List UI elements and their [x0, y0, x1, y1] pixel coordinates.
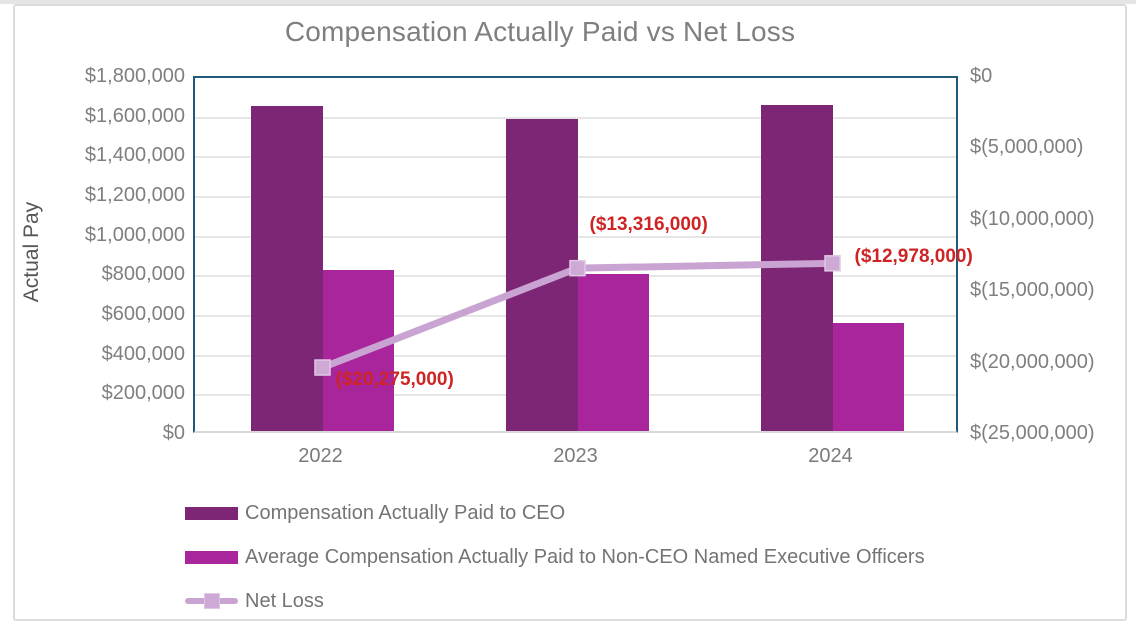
legend-label: Average Compensation Actually Paid to No… — [245, 545, 925, 568]
left-axis-tick-label: $1,200,000 — [84, 184, 185, 206]
net-loss-data-label-2024: ($12,978,000) — [854, 246, 973, 268]
right-axis-tick-label: $(20,000,000) — [970, 350, 1095, 373]
left-axis-tick-label: $0 — [162, 422, 185, 444]
left-axis-tick-label: $1,800,000 — [84, 65, 185, 87]
left-axis-tick-label: $1,400,000 — [84, 144, 185, 167]
legend-item: Average Compensation Actually Paid to No… — [185, 546, 925, 568]
left-axis-tick-label: $200,000 — [101, 382, 185, 405]
window-edge — [0, 0, 1136, 4]
legend-line-marker — [204, 593, 220, 609]
net-loss-line — [314, 255, 841, 376]
left-axis-tick-label: $1,000,000 — [84, 223, 185, 246]
right-axis-tick-label: $(15,000,000) — [970, 279, 1095, 302]
right-axis-tick-label: $(5,000,000) — [970, 136, 1084, 159]
legend-swatch-bar — [185, 550, 238, 564]
bar-non-ceo-2024 — [832, 322, 904, 431]
legend-label: Compensation Actually Paid to CEO — [245, 501, 566, 524]
left-axis-tick-label: $600,000 — [101, 303, 185, 325]
left-axis-tick-label: $800,000 — [101, 263, 185, 286]
chart-title: Compensation Actually Paid vs Net Loss — [284, 16, 796, 47]
net-loss-marker-2022 — [314, 359, 331, 376]
net-loss-marker-2024 — [824, 255, 841, 272]
net-loss-data-label-2023: ($13,316,000) — [589, 214, 708, 236]
x-axis-tick-label: 2023 — [553, 445, 598, 467]
legend-item: Compensation Actually Paid to CEO — [185, 502, 565, 524]
legend-swatch-bar — [185, 506, 238, 520]
gridline — [195, 116, 956, 119]
left-axis-tick-label: $400,000 — [101, 342, 185, 365]
right-axis-tick-label: $(25,000,000) — [970, 422, 1095, 444]
plot-area — [193, 76, 958, 433]
legend-label: Net Loss — [245, 589, 324, 612]
left-axis-tick-label: $1,600,000 — [84, 104, 185, 127]
legend-swatch-line — [185, 593, 238, 609]
x-axis-tick-label: 2024 — [808, 445, 853, 467]
right-axis-tick-label: $0 — [970, 65, 993, 87]
net-loss-data-label-2022: ($20,275,000) — [335, 368, 454, 390]
bar-non-ceo-2023 — [577, 274, 649, 431]
bar-ceo-2022 — [251, 105, 323, 431]
legend-item: Net Loss — [185, 590, 324, 612]
net-loss-marker-2023 — [569, 259, 586, 277]
x-axis-tick-label: 2022 — [298, 445, 343, 467]
right-axis-tick-label: $(10,000,000) — [970, 207, 1095, 230]
